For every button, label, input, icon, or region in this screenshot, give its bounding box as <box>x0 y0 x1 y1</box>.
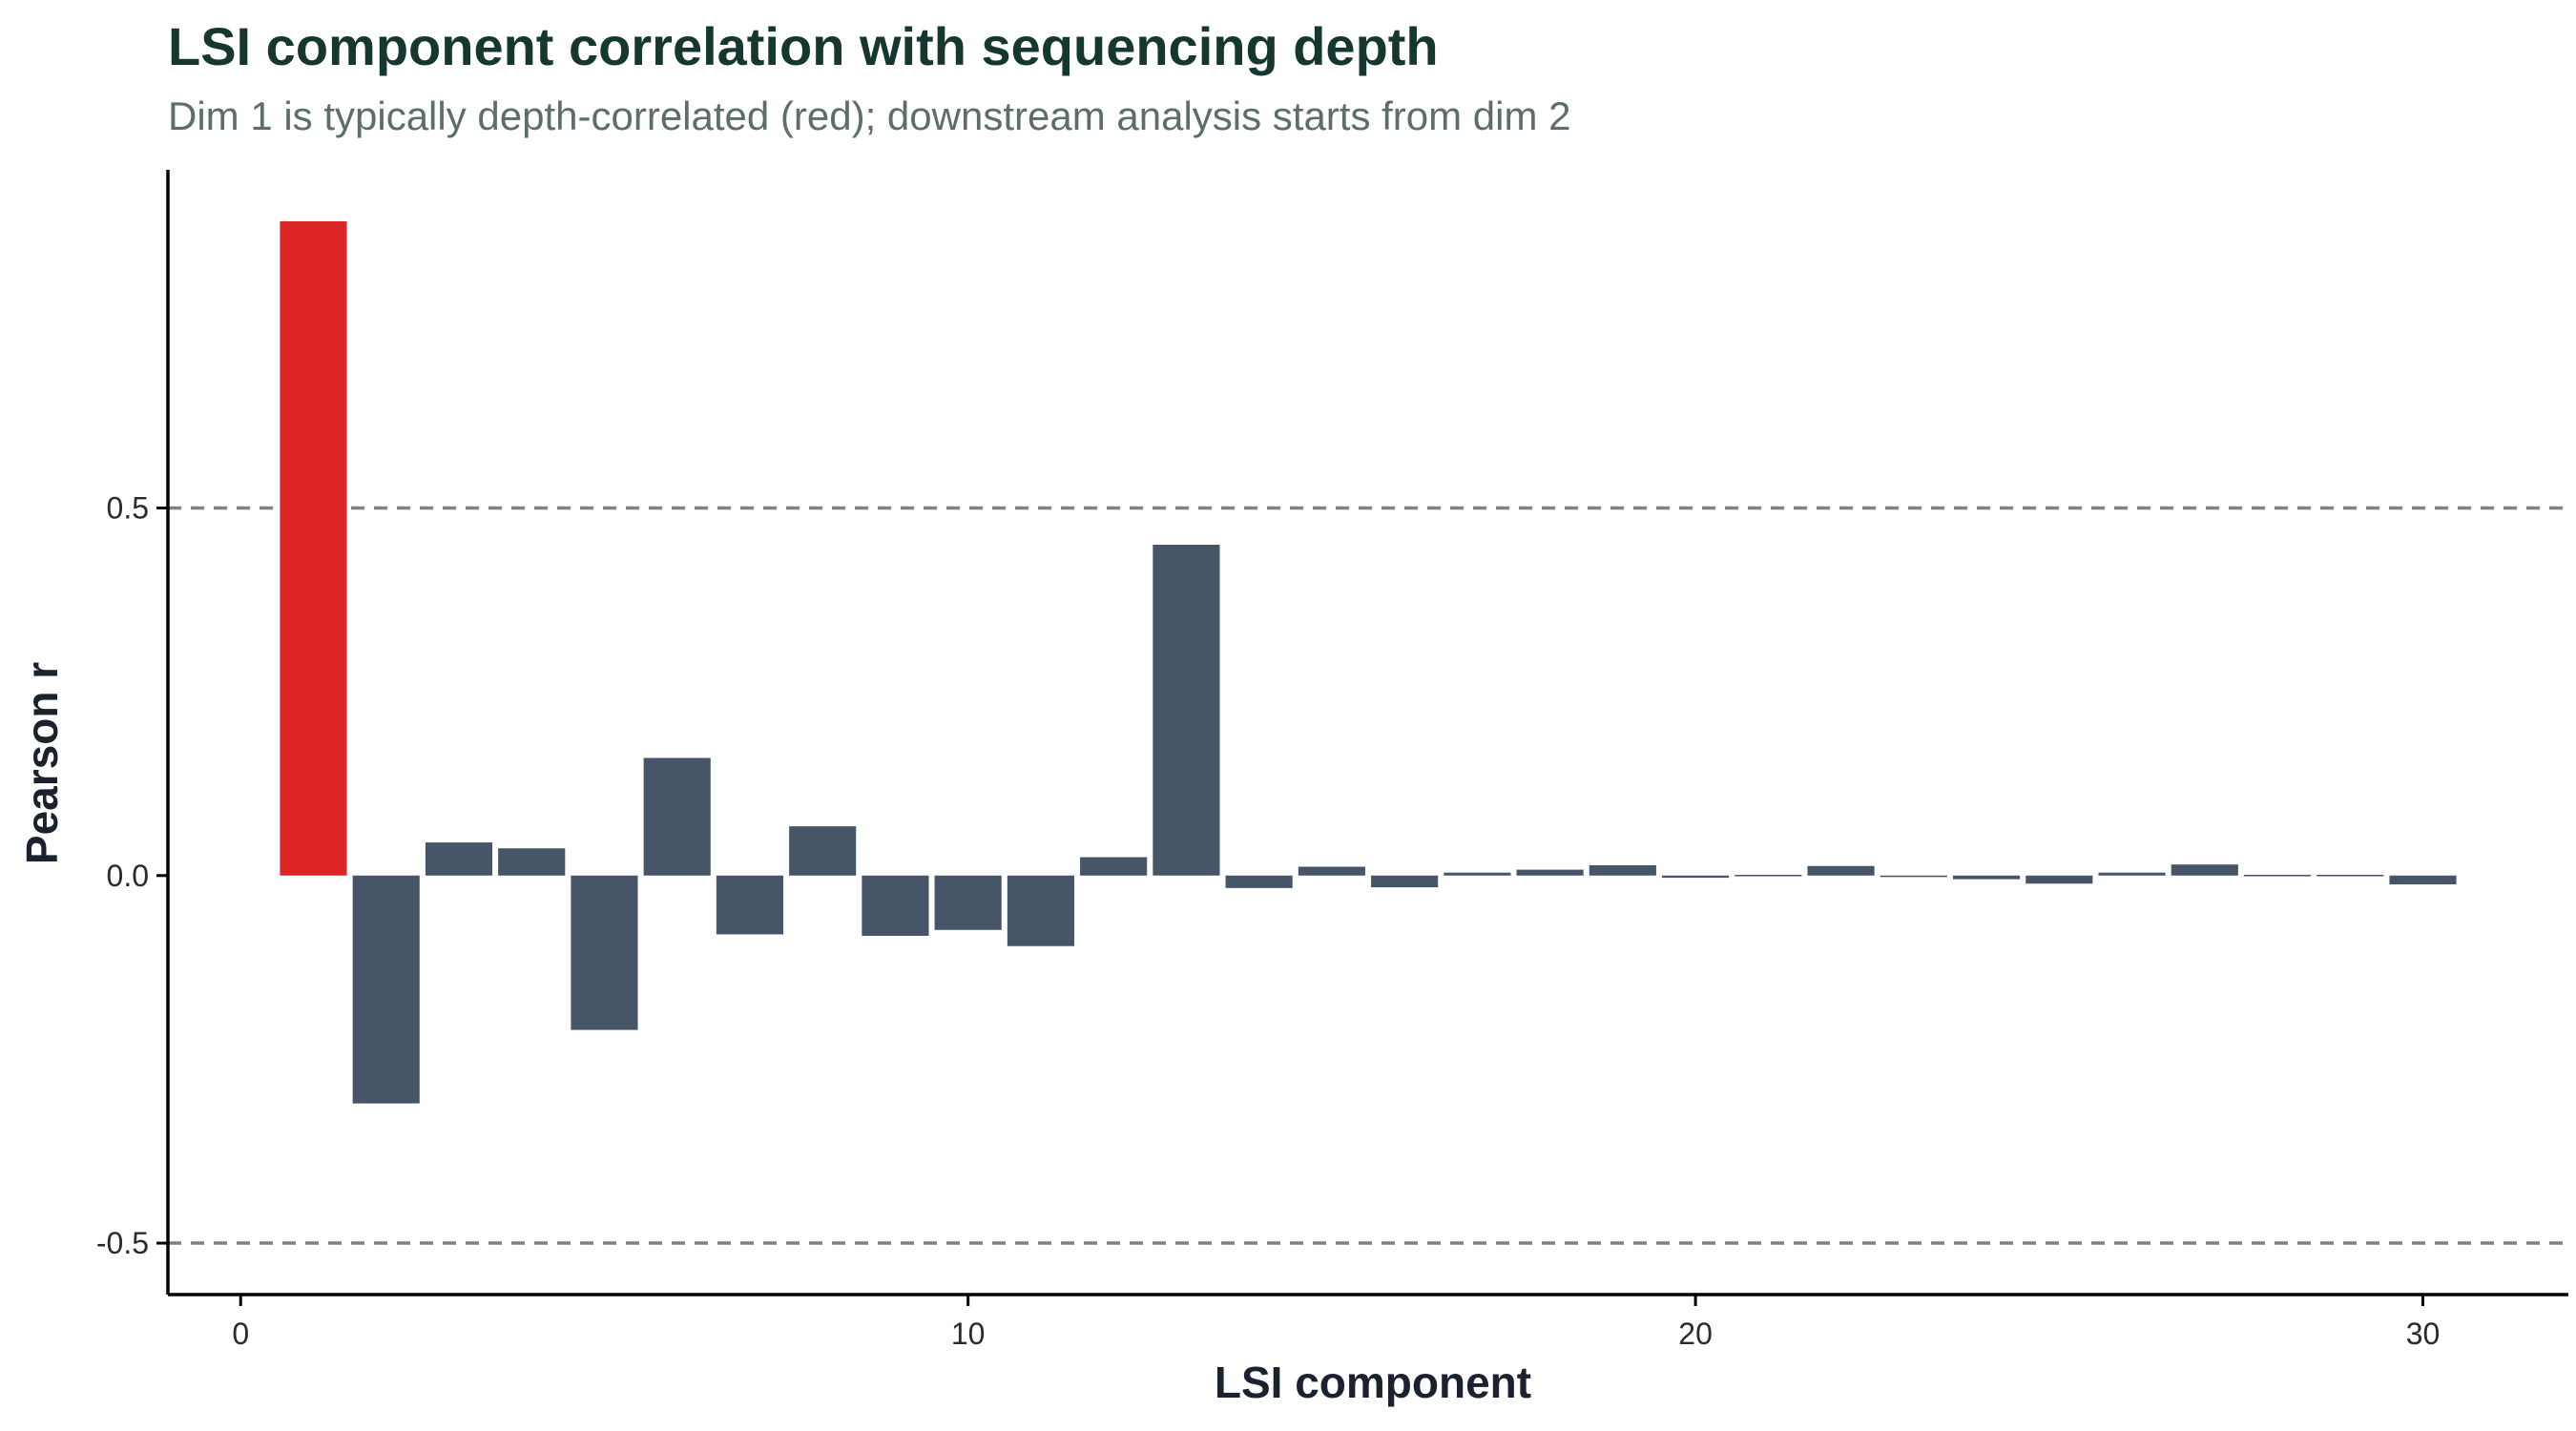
x-tick-label: 20 <box>1678 1317 1713 1351</box>
y-axis-title: Pearson r <box>17 662 67 864</box>
bar-component-10 <box>934 875 1002 930</box>
bar-component-23 <box>1880 875 1947 878</box>
bar-component-30 <box>2389 875 2457 885</box>
chart-title: LSI component correlation with sequencin… <box>168 16 1439 76</box>
bar-component-28 <box>2243 875 2312 877</box>
bar-component-29 <box>2316 875 2384 877</box>
y-tick-label: -0.5 <box>96 1226 149 1260</box>
x-tick-label: 30 <box>2406 1317 2441 1351</box>
bar-component-7 <box>716 875 784 935</box>
y-tick-label: 0.5 <box>107 490 149 525</box>
bar-component-13 <box>1153 545 1220 876</box>
x-tick-label: 0 <box>232 1317 249 1351</box>
bar-component-16 <box>1371 875 1439 888</box>
bar-component-9 <box>862 875 929 936</box>
bar-component-24 <box>1952 875 2021 880</box>
bar-component-22 <box>1807 865 1875 876</box>
x-tick-label: 10 <box>951 1317 986 1351</box>
bar-component-1 <box>280 220 347 876</box>
bar-component-4 <box>498 848 566 876</box>
bar-component-14 <box>1225 875 1293 888</box>
bar-component-17 <box>1444 872 1511 876</box>
bar-component-2 <box>352 875 420 1104</box>
bar-component-6 <box>643 757 711 876</box>
bar-component-27 <box>2171 864 2238 876</box>
bar-component-21 <box>1735 875 1802 877</box>
bar-component-26 <box>2098 872 2166 876</box>
bar-component-19 <box>1589 864 1656 876</box>
bar-component-11 <box>1007 875 1074 946</box>
bar-component-12 <box>1080 857 1148 876</box>
chart-subtitle: Dim 1 is typically depth-correlated (red… <box>168 93 1571 138</box>
x-axis-title: LSI component <box>1215 1358 1531 1407</box>
bar-component-8 <box>789 826 857 876</box>
bar-component-15 <box>1298 866 1365 876</box>
y-tick-label: 0.0 <box>107 859 149 893</box>
bar-component-5 <box>571 875 638 1030</box>
bar-component-20 <box>1662 875 1730 879</box>
tick-labels: 0 10 20 30 -0.5 0.0 0.5 <box>96 490 2440 1351</box>
reference-lines <box>168 506 2568 1245</box>
bar-component-18 <box>1516 869 1584 876</box>
bars <box>280 220 2457 1104</box>
axes <box>156 170 2568 1306</box>
bar-component-3 <box>425 842 493 876</box>
bar-component-25 <box>2025 875 2093 884</box>
